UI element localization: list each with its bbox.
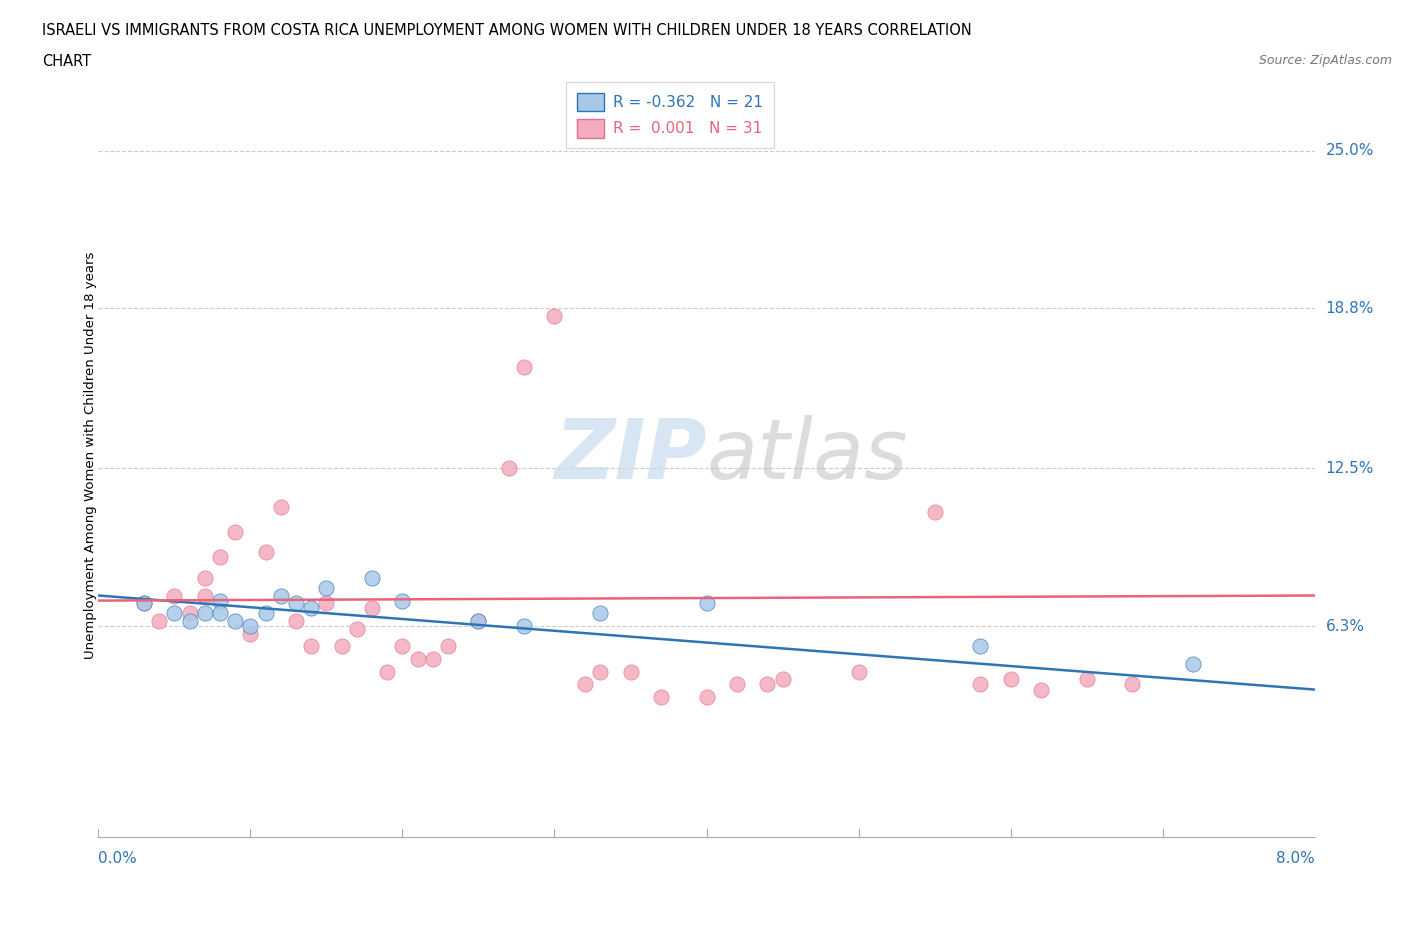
Text: 8.0%: 8.0% xyxy=(1275,851,1315,866)
Point xyxy=(194,570,217,585)
Text: 6.3%: 6.3% xyxy=(1326,618,1365,633)
Point xyxy=(589,605,612,620)
Point xyxy=(619,664,641,679)
Point xyxy=(1000,672,1022,687)
Point xyxy=(696,690,718,705)
Point xyxy=(270,588,292,603)
Text: 0.0%: 0.0% xyxy=(98,851,138,866)
Point xyxy=(467,614,489,629)
Point xyxy=(299,639,322,654)
Point xyxy=(574,677,596,692)
Point xyxy=(513,359,536,374)
Text: atlas: atlas xyxy=(707,415,908,497)
Point xyxy=(437,639,460,654)
Y-axis label: Unemployment Among Women with Children Under 18 years: Unemployment Among Women with Children U… xyxy=(83,252,97,659)
Point xyxy=(756,677,779,692)
Point xyxy=(285,596,308,611)
Point xyxy=(969,677,991,692)
Point xyxy=(224,525,246,539)
Point xyxy=(361,570,384,585)
Point xyxy=(543,309,565,324)
Point xyxy=(589,664,612,679)
Point xyxy=(224,614,246,629)
Point xyxy=(254,545,277,560)
Point xyxy=(179,605,201,620)
Legend: R = -0.362   N = 21, R =  0.001   N = 31: R = -0.362 N = 21, R = 0.001 N = 31 xyxy=(567,82,775,149)
Point xyxy=(315,580,337,595)
Point xyxy=(209,593,232,608)
Text: 12.5%: 12.5% xyxy=(1326,461,1374,476)
Point xyxy=(209,550,232,565)
Point xyxy=(1181,657,1204,671)
Point xyxy=(1029,682,1052,697)
Point xyxy=(513,618,536,633)
Point xyxy=(422,652,444,667)
Point xyxy=(1076,672,1098,687)
Point xyxy=(848,664,870,679)
Point xyxy=(132,596,155,611)
Point xyxy=(163,588,186,603)
Point xyxy=(725,677,748,692)
Point xyxy=(391,639,413,654)
Point xyxy=(696,596,718,611)
Point xyxy=(467,614,489,629)
Point xyxy=(209,605,232,620)
Point xyxy=(498,461,520,476)
Point xyxy=(650,690,672,705)
Point xyxy=(330,639,353,654)
Point xyxy=(254,605,277,620)
Text: ZIP: ZIP xyxy=(554,415,707,497)
Point xyxy=(285,614,308,629)
Point xyxy=(194,588,217,603)
Point xyxy=(924,504,946,519)
Point xyxy=(163,605,186,620)
Point xyxy=(148,614,170,629)
Point xyxy=(132,596,155,611)
Point xyxy=(406,652,429,667)
Point xyxy=(969,639,991,654)
Point xyxy=(299,601,322,616)
Point xyxy=(1121,677,1143,692)
Text: Source: ZipAtlas.com: Source: ZipAtlas.com xyxy=(1258,54,1392,67)
Text: ISRAELI VS IMMIGRANTS FROM COSTA RICA UNEMPLOYMENT AMONG WOMEN WITH CHILDREN UND: ISRAELI VS IMMIGRANTS FROM COSTA RICA UN… xyxy=(42,23,972,38)
Point xyxy=(270,499,292,514)
Text: CHART: CHART xyxy=(42,54,91,69)
Text: 25.0%: 25.0% xyxy=(1326,143,1374,158)
Point xyxy=(346,621,368,636)
Point xyxy=(361,601,384,616)
Text: 18.8%: 18.8% xyxy=(1326,300,1374,316)
Point xyxy=(391,593,413,608)
Point xyxy=(239,618,262,633)
Point xyxy=(315,596,337,611)
Point xyxy=(179,614,201,629)
Point xyxy=(239,626,262,641)
Point xyxy=(772,672,794,687)
Point xyxy=(194,605,217,620)
Point xyxy=(375,664,398,679)
